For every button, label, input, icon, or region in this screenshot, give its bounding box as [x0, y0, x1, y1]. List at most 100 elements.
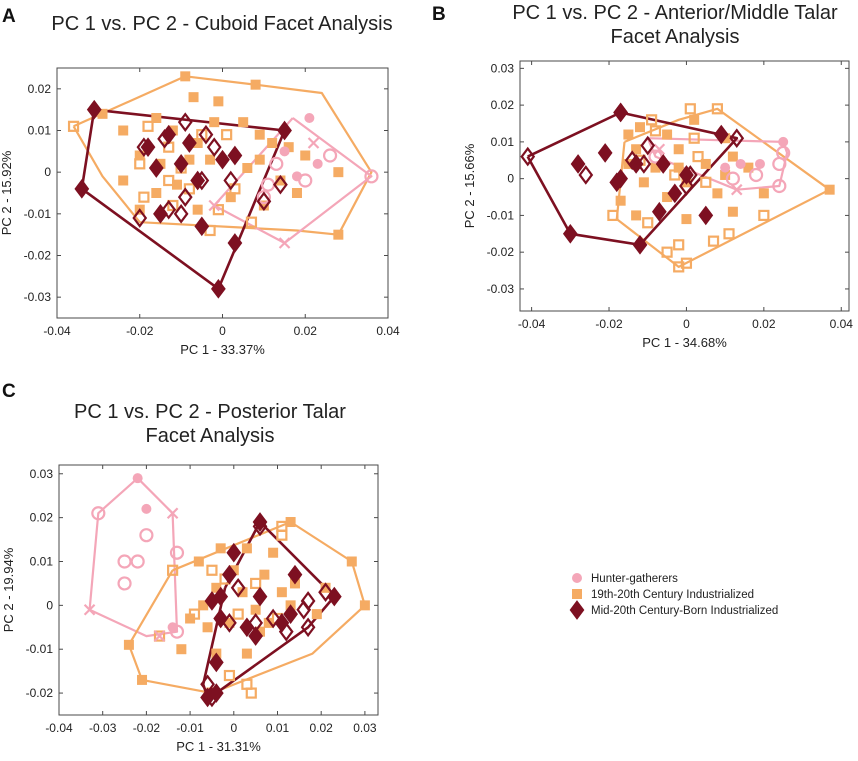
- panel-a-point-industrial-square-filled: [333, 229, 344, 240]
- panel-a-point-industrial-square-filled: [151, 188, 162, 198]
- legend-marker-circle: [572, 573, 582, 583]
- panel-c-point-industrial-square-filled: [311, 609, 322, 620]
- panel-b-point-mid20-diamond-filled: [667, 183, 683, 204]
- panel-c-point-mid20-diamond-filled: [252, 586, 268, 607]
- legend-label: Hunter-gatherers: [591, 573, 678, 585]
- panel-c-x-tick-label: -0.03: [89, 721, 117, 735]
- panel-a-point-mid20-diamond-filled: [182, 133, 197, 153]
- panel-a-point-industrial-square-filled: [209, 117, 220, 128]
- panel-c-y-tick-label: -0.02: [26, 686, 54, 700]
- panel-c-x-tick-label: 0.01: [266, 721, 290, 735]
- panel-c-point-industrial-square-filled: [320, 582, 331, 593]
- panel-c-point-mid20-diamond-filled: [208, 652, 224, 673]
- panel-a-point-mid20-diamond-open: [161, 199, 177, 220]
- panel-b-point-industrial-square-filled: [662, 192, 673, 203]
- panel-c-point-industrial-square-open: [167, 564, 179, 576]
- panel-a-point-industrial-square-filled: [300, 150, 311, 161]
- panel-a-point-industrial-square-filled: [184, 154, 195, 165]
- panel-c-point-hunter-circle-open: [139, 528, 154, 543]
- panel-b-letter: B: [432, 4, 446, 25]
- panel-b-point-industrial-square-filled: [631, 144, 642, 155]
- panel-a-point-mid20-diamond-open: [206, 137, 222, 158]
- panel-a-point-industrial-square-open: [138, 191, 150, 203]
- panel-a-point-hunter-circle-open: [322, 148, 338, 163]
- panel-a-point-mid20-diamond-filled: [215, 149, 230, 170]
- panel-c-point-mid20-diamond-open: [278, 621, 294, 642]
- panel-a-point-industrial-square-filled: [267, 138, 278, 148]
- panel-a-point-mid20-diamond-filled: [227, 145, 243, 166]
- panel-c-y-tick-label: 0.01: [30, 554, 54, 568]
- panel-c-point-hunter-circle-filled: [132, 473, 143, 484]
- panel-a-point-industrial-square-filled: [118, 125, 129, 136]
- panel-a-point-mid20-diamond-open: [273, 174, 288, 195]
- panel-c-point-industrial-square-filled: [276, 587, 287, 598]
- panel-b-point-mid20-diamond-open: [640, 135, 656, 156]
- panel-c-x-tick-label: 0.03: [353, 721, 377, 735]
- panel-b-point-industrial-square-filled: [712, 188, 723, 199]
- panel-b-point-hunter-circle-open: [749, 167, 764, 183]
- panel-a-point-industrial-square-filled: [213, 96, 224, 107]
- panel-c-point-mid20-diamond-filled: [226, 542, 242, 563]
- panel-c-point-industrial-square-filled: [250, 604, 261, 615]
- panel-c-point-mid20-diamond-filled: [252, 512, 268, 532]
- panel-b-point-hunter-circle-filled: [720, 162, 731, 173]
- panel-b-point-industrial-square-open: [661, 246, 673, 258]
- panel-a-point-industrial-square-filled: [118, 175, 129, 186]
- panel-a-point-hunter-circle-open: [364, 169, 379, 184]
- panel-b-point-mid20-diamond-filled: [698, 205, 714, 226]
- panel-b-point-mid20-diamond-open: [682, 165, 698, 185]
- panel-a-y-tick-label: -0.01: [24, 207, 52, 221]
- panel-a-point-industrial-square-filled: [238, 117, 249, 128]
- panel-c-point-hunter-circle-open: [91, 506, 106, 521]
- panel-a-point-mid20-diamond-open: [173, 203, 189, 224]
- panel-a-point-industrial-square-open: [163, 174, 175, 187]
- panel-c-point-industrial-square-open: [276, 520, 288, 533]
- panel-a-point-mid20-diamond-filled: [173, 153, 189, 174]
- legend-marker-square: [572, 589, 582, 599]
- panel-a-point-industrial-square-filled: [205, 154, 216, 165]
- panel-c-y-axis-label: PC 2 - 19.94%: [1, 547, 16, 632]
- panel-c-point-industrial-square-filled: [224, 617, 235, 628]
- panel-a-point-industrial-square-open: [67, 120, 80, 132]
- panel-c-point-mid20-diamond-open: [230, 577, 246, 598]
- panel-a-point-industrial-square-filled: [254, 154, 265, 165]
- panel-b-y-tick-label: -0.03: [487, 282, 515, 296]
- legend-label: 19th-20th Century Industrialized: [591, 589, 754, 601]
- legend-entry: Mid-20th Century-Born Industrialized: [569, 600, 778, 620]
- panel-b-x-tick-label: -0.02: [595, 317, 623, 331]
- panel-a-point-industrial-square-filled: [192, 138, 203, 148]
- panel-c-point-hunter-circle-open: [117, 576, 132, 591]
- panel-a-point-industrial-square-open: [196, 129, 208, 141]
- panel-c-point-industrial-square-filled: [198, 600, 209, 611]
- panel-b-point-mid20-diamond-open: [655, 154, 671, 174]
- panel-a-x-tick-label: -0.04: [43, 324, 71, 338]
- panel-c-point-industrial-square-filled: [211, 582, 222, 593]
- panel-a-point-hunter-circle-open: [256, 190, 271, 205]
- panel-b-point-industrial-square-open: [692, 150, 704, 163]
- panel-b-point-industrial-square-filled: [824, 184, 835, 195]
- panel-c-title-line: Facet Analysis: [146, 425, 275, 447]
- panel-c-point-mid20-diamond-open: [252, 516, 268, 537]
- panel-c-point-mid20-diamond-open: [265, 608, 281, 629]
- panel-b-x-tick-label: 0: [683, 317, 690, 331]
- panel-b-point-industrial-square-filled: [638, 177, 649, 188]
- panel-c-point-industrial-square-open: [153, 630, 166, 642]
- panel-a-x-tick-label: 0.04: [376, 324, 400, 338]
- panel-a-point-industrial-square-filled: [242, 163, 253, 173]
- panel-a-point-industrial-square-open: [221, 129, 233, 141]
- panel-a-point-hunter-cross-open: [208, 199, 221, 212]
- panel-a-point-industrial-square-filled: [134, 150, 145, 161]
- panel-b-point-hunter-circle-open: [772, 178, 787, 194]
- panel-a-y-tick-label: -0.03: [24, 290, 52, 304]
- panel-b-point-industrial-square-filled: [673, 144, 684, 155]
- panel-c-point-industrial-square-filled: [255, 626, 266, 637]
- panel-a-point-industrial-square-open: [142, 120, 154, 132]
- panel-b-point-industrial-square-filled: [743, 162, 754, 173]
- panel-a-point-industrial-square-open: [212, 204, 224, 216]
- panel-b-point-hunter-circle-filled: [735, 158, 746, 169]
- panel-b-point-mid20-diamond-filled: [613, 168, 629, 189]
- panel-b-point-hunter-cross-open: [730, 183, 743, 196]
- panel-c-point-hunter-cross-open: [83, 603, 96, 616]
- panel-c-point-industrial-square-filled: [137, 674, 148, 685]
